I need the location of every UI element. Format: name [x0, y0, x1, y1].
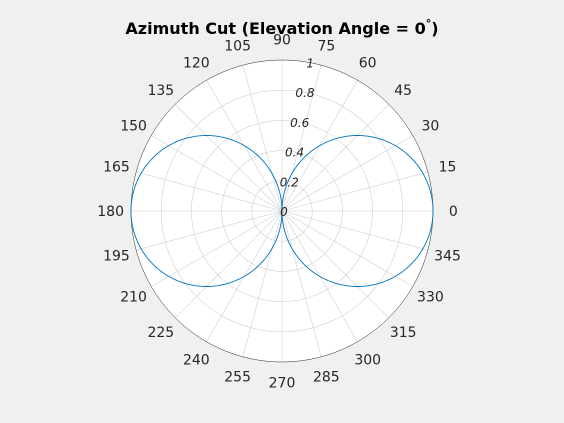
theta-tick-label-120: 120	[183, 56, 210, 72]
spoke-345	[281, 210, 428, 251]
theta-tick-label-195: 195	[103, 248, 130, 264]
chart-title-main: Azimuth Cut (Elevation Angle = 0	[125, 19, 425, 38]
theta-tick-label-165: 165	[103, 160, 130, 176]
spoke-225	[175, 210, 283, 318]
theta-tick-label-210: 210	[120, 290, 147, 306]
theta-tick-label-330: 330	[417, 290, 444, 306]
spoke-285	[281, 210, 322, 357]
theta-tick-label-135: 135	[147, 83, 174, 99]
chart-title: Azimuth Cut (Elevation Angle = 0°)	[125, 17, 438, 38]
theta-tick-label-75: 75	[317, 38, 335, 54]
spoke-45	[281, 104, 389, 212]
theta-tick-label-45: 45	[394, 83, 412, 99]
r-tick-label-0.2: 0.2	[280, 175, 299, 189]
ring-0.2	[251, 180, 313, 242]
theta-tick-label-15: 15	[439, 160, 457, 176]
theta-tick-label-255: 255	[224, 370, 251, 386]
theta-tick-label-345: 345	[434, 248, 461, 264]
spoke-165	[136, 171, 283, 212]
radial-rings	[160, 89, 404, 333]
spoke-135	[175, 104, 283, 212]
r-tick-label-0.6: 0.6	[290, 116, 309, 130]
spoke-330	[281, 210, 413, 287]
chart-title-close: )	[431, 19, 438, 38]
theta-tick-label-60: 60	[359, 56, 377, 72]
spoke-105	[242, 65, 283, 212]
theta-tick-label-0: 0	[449, 204, 458, 220]
spoke-315	[281, 210, 389, 318]
theta-tick-label-225: 225	[147, 325, 174, 341]
spoke-15	[281, 171, 428, 212]
series-line-0	[130, 135, 434, 287]
spoke-30	[281, 135, 413, 212]
theta-tick-label-180: 180	[97, 204, 124, 220]
r-tick-label-0.8: 0.8	[295, 86, 314, 100]
r-tick-labels: 0 0.2 0.4 0.6 0.8 1	[280, 56, 315, 219]
angle-spokes	[131, 60, 433, 362]
spoke-150	[151, 135, 283, 212]
ring-0.8	[160, 89, 404, 333]
r-tick-label-0.4: 0.4	[285, 146, 304, 160]
theta-tick-label-315: 315	[390, 325, 417, 341]
chart-title-degree: °	[426, 17, 432, 30]
theta-tick-label-270: 270	[269, 375, 296, 391]
spoke-195	[136, 210, 283, 251]
spoke-210	[151, 210, 283, 287]
theta-tick-label-240: 240	[183, 352, 210, 368]
r-tick-label-0: 0	[280, 205, 288, 219]
r-tick-label-1: 1	[306, 56, 314, 70]
theta-tick-label-285: 285	[313, 370, 340, 386]
theta-tick-label-150: 150	[120, 118, 147, 134]
theta-tick-labels: 0 15 30 45 60 75 90 105 120 135 150 165 180 195 210 225…	[97, 33, 461, 392]
ring-0.6	[191, 120, 373, 302]
theta-tick-label-105: 105	[224, 38, 251, 54]
ring-0.4	[221, 150, 343, 272]
spoke-255	[242, 210, 283, 357]
series-layer	[130, 135, 434, 287]
theta-tick-label-300: 300	[354, 352, 381, 368]
spoke-75	[281, 65, 322, 212]
theta-tick-label-30: 30	[422, 118, 440, 134]
theta-tick-label-90: 90	[273, 33, 291, 49]
